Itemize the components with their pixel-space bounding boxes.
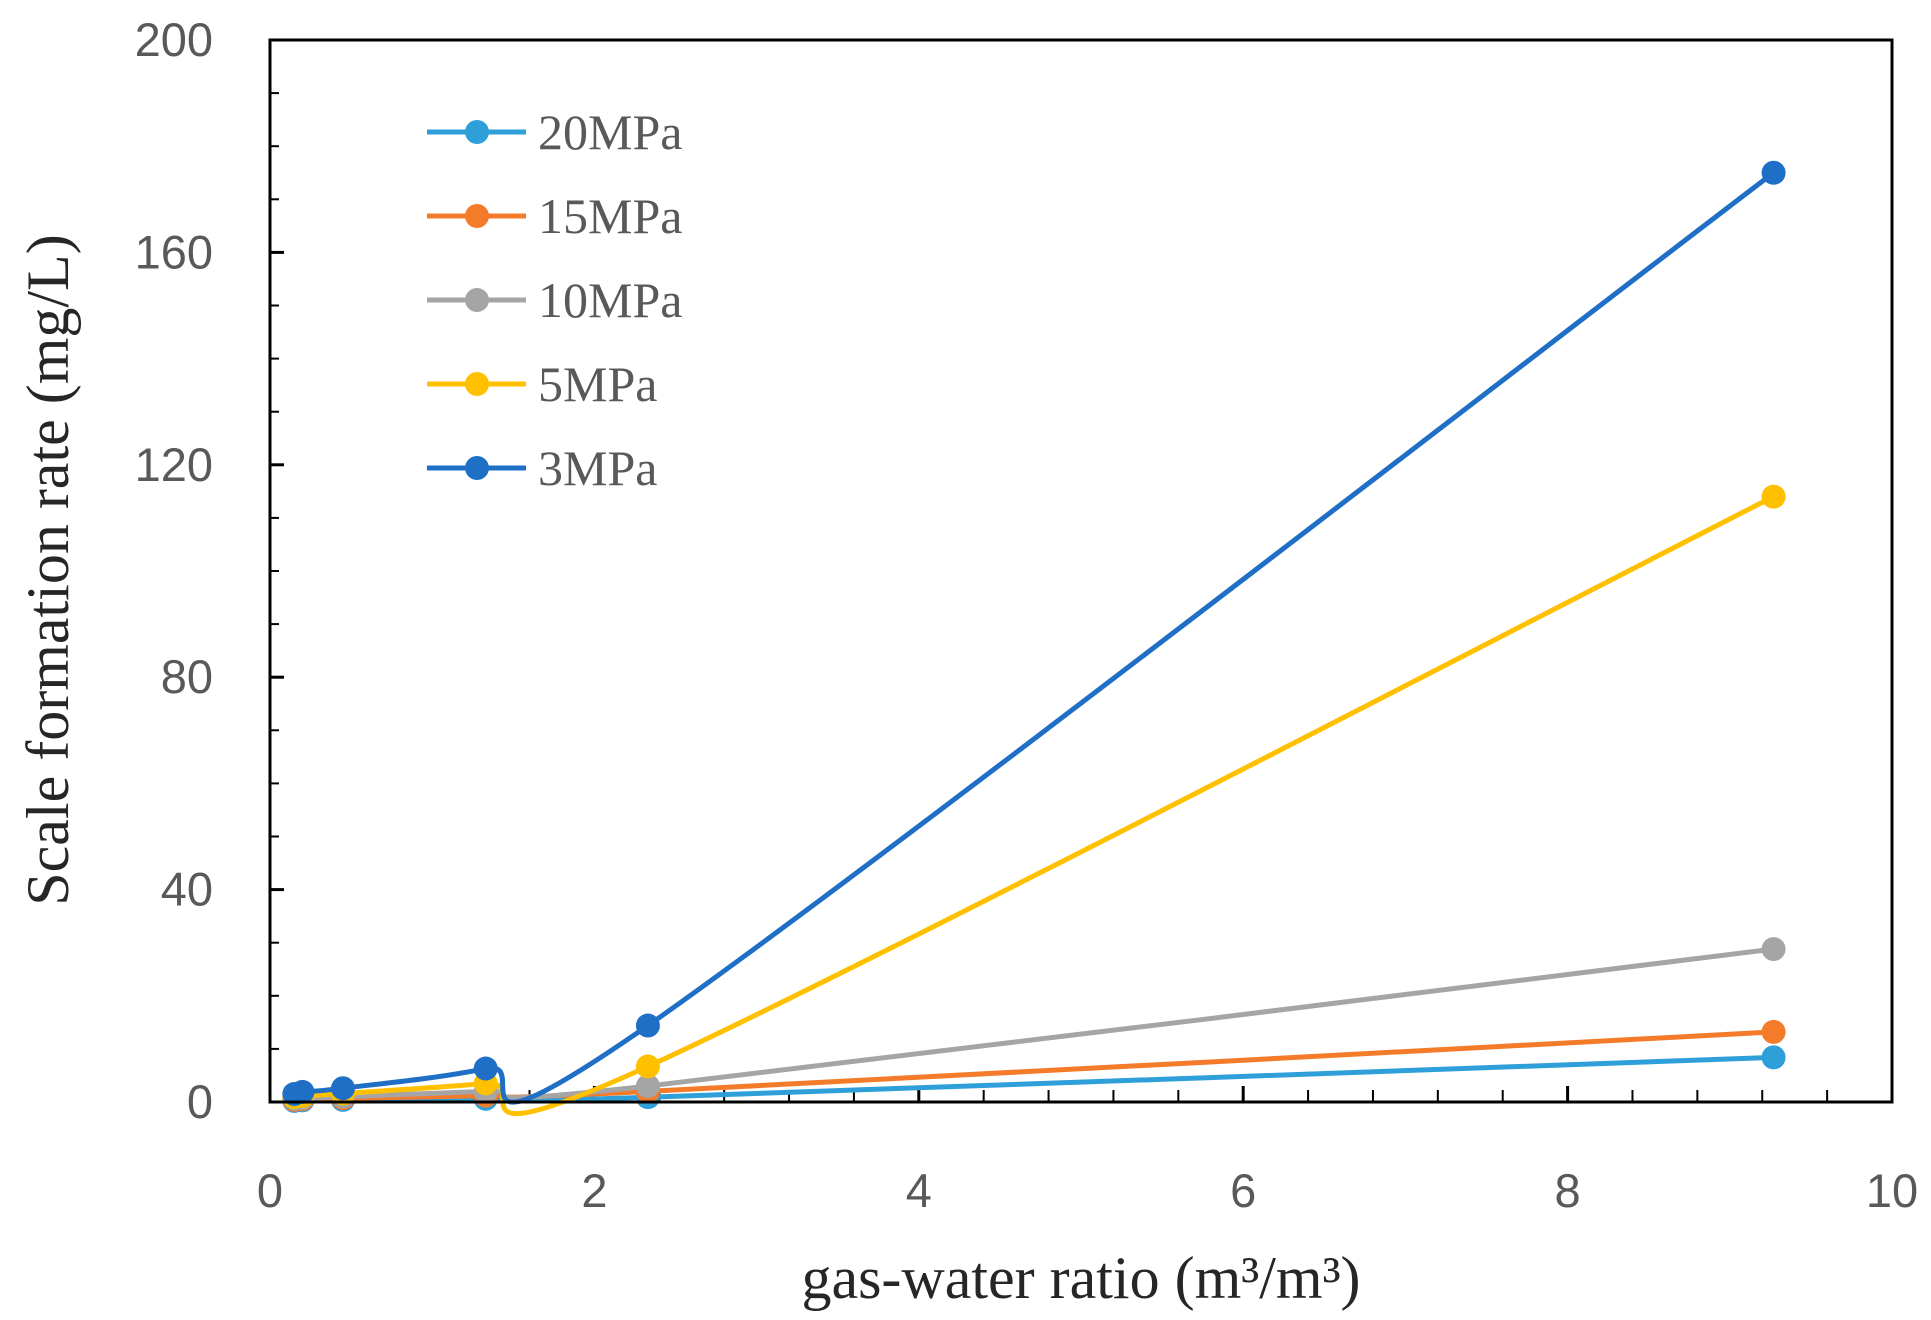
data-point bbox=[1761, 160, 1786, 185]
x-tick-label: 0 bbox=[257, 1164, 283, 1217]
legend: 20MPa 15MPa 10MPa 5MPa 3MPa bbox=[427, 104, 682, 496]
data-point bbox=[1761, 1019, 1786, 1044]
legend-item: 20MPa bbox=[427, 104, 682, 160]
legend-label: 20MPa bbox=[538, 104, 682, 160]
y-tick-label: 0 bbox=[187, 1075, 213, 1128]
data-point bbox=[1761, 937, 1786, 962]
data-point bbox=[473, 1056, 498, 1081]
y-tick-label: 200 bbox=[135, 13, 213, 66]
series-line bbox=[294, 1054, 1774, 1104]
legend-item: 5MPa bbox=[427, 356, 657, 412]
y-tick-label: 120 bbox=[135, 438, 213, 491]
legend-marker bbox=[465, 120, 489, 144]
legend-marker bbox=[465, 456, 489, 480]
legend-label: 15MPa bbox=[538, 188, 682, 244]
series-line bbox=[293, 494, 1775, 1117]
x-axis-title: gas-water ratio (m³/m³) bbox=[801, 1245, 1360, 1311]
legend-label: 5MPa bbox=[538, 356, 657, 412]
data-point bbox=[635, 1054, 660, 1079]
legend-marker bbox=[465, 372, 489, 396]
legend-label: 10MPa bbox=[538, 272, 682, 328]
y-tick-label: 80 bbox=[161, 650, 213, 703]
legend-label: 3MPa bbox=[538, 440, 657, 496]
series-3MPa bbox=[282, 160, 1786, 1107]
legend-item: 10MPa bbox=[427, 272, 682, 328]
series-line bbox=[293, 170, 1776, 1105]
x-tick-label: 2 bbox=[581, 1164, 607, 1217]
data-point bbox=[330, 1076, 355, 1101]
plot-frame bbox=[268, 38, 1894, 1104]
y-axis-title: Scale formation rate (mg/L) bbox=[15, 234, 81, 905]
data-point bbox=[635, 1074, 660, 1099]
legend-marker bbox=[465, 204, 489, 228]
data-point bbox=[635, 1013, 660, 1038]
series-5MPa bbox=[282, 484, 1786, 1117]
legend-item: 3MPa bbox=[427, 440, 657, 496]
series-line bbox=[294, 946, 1774, 1102]
data-point bbox=[1761, 1045, 1786, 1070]
x-tick-label: 6 bbox=[1230, 1164, 1256, 1217]
series-group bbox=[282, 160, 1786, 1117]
x-tick-label: 4 bbox=[906, 1164, 932, 1217]
y-tick-label: 160 bbox=[135, 225, 213, 278]
x-tick-label: 8 bbox=[1555, 1164, 1581, 1217]
data-point bbox=[1761, 484, 1786, 509]
legend-marker bbox=[465, 288, 489, 312]
y-tick-label: 40 bbox=[161, 863, 213, 916]
x-tick-label: 10 bbox=[1866, 1164, 1918, 1217]
legend-item: 15MPa bbox=[427, 188, 682, 244]
data-point bbox=[290, 1079, 315, 1104]
